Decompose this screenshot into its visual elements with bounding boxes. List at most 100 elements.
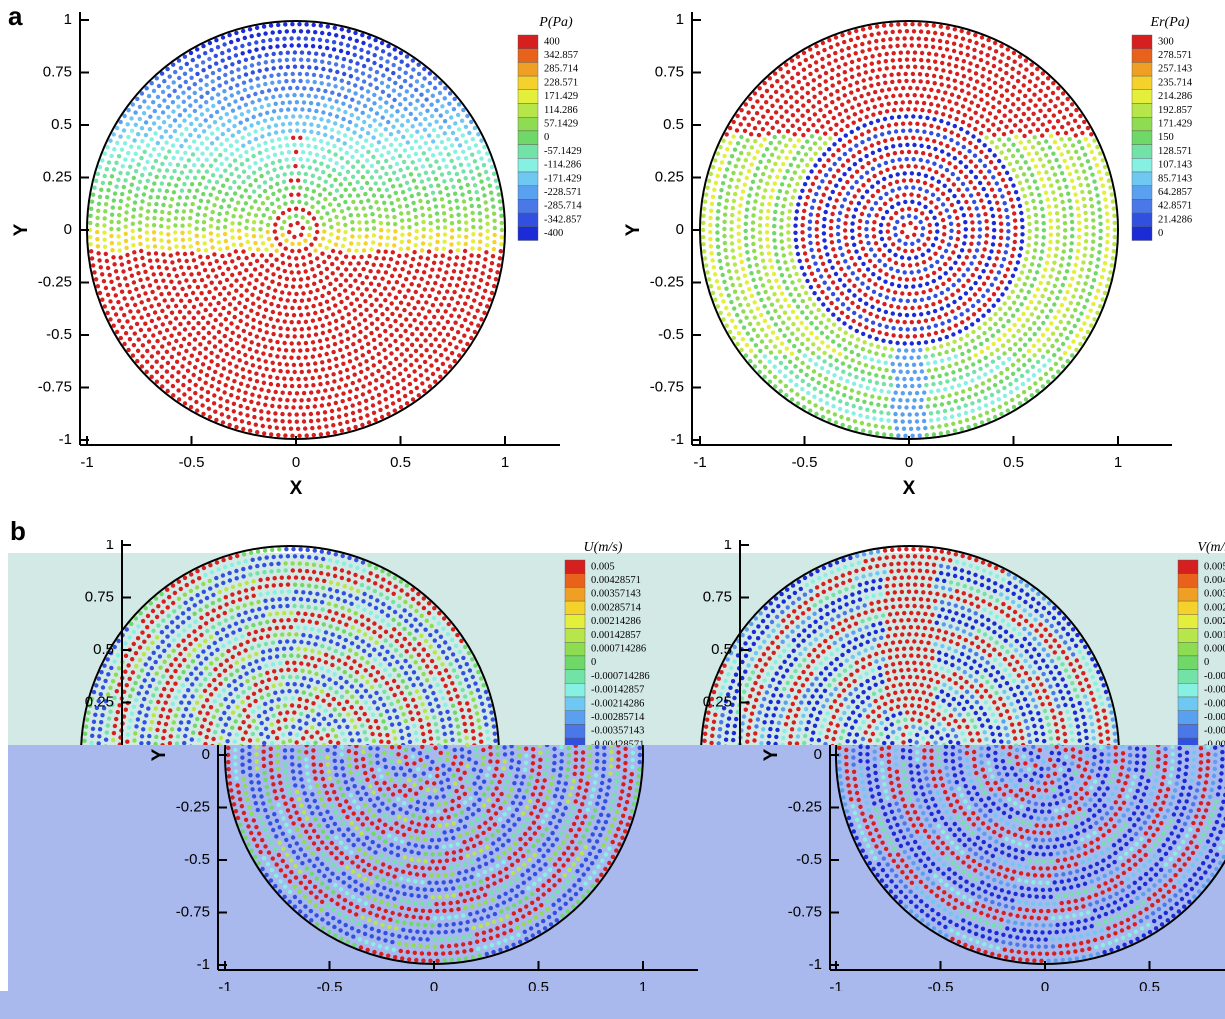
point: [220, 51, 224, 55]
point: [926, 248, 930, 252]
point: [288, 100, 292, 104]
point: [340, 86, 344, 90]
point: [347, 352, 351, 356]
point: [457, 314, 461, 318]
point: [380, 166, 384, 170]
point: [356, 286, 360, 290]
point: [196, 310, 200, 314]
point: [406, 288, 410, 292]
point: [1011, 183, 1015, 187]
point: [800, 342, 804, 346]
point: [871, 321, 875, 325]
point: [302, 262, 306, 266]
point: [201, 44, 205, 48]
point: [119, 199, 123, 203]
point: [975, 248, 979, 252]
point: [415, 99, 419, 103]
point: [953, 261, 957, 265]
point: [207, 366, 211, 370]
point: [407, 154, 411, 158]
point: [1012, 301, 1016, 305]
point: [380, 322, 384, 326]
point: [105, 311, 109, 315]
point: [1022, 83, 1026, 87]
point: [952, 283, 956, 287]
point: [472, 275, 476, 279]
point: [138, 180, 142, 184]
point: [455, 172, 459, 176]
point: [872, 234, 876, 238]
point: [1015, 174, 1019, 178]
point: [261, 337, 265, 341]
point: [869, 84, 873, 88]
point: [297, 434, 301, 438]
point: [207, 57, 211, 61]
point: [927, 94, 931, 98]
point: [891, 144, 895, 148]
point: [144, 120, 148, 124]
point: [255, 334, 259, 338]
point: [264, 248, 268, 252]
point: [399, 405, 403, 409]
point: [815, 129, 819, 133]
point: [460, 324, 464, 328]
point: [216, 127, 220, 131]
point: [255, 26, 259, 30]
point: [1076, 206, 1080, 210]
point: [321, 52, 325, 56]
point: [765, 181, 769, 185]
point: [987, 309, 991, 313]
point: [209, 48, 213, 52]
point: [943, 91, 947, 95]
point: [346, 160, 350, 164]
point: [946, 303, 950, 307]
point: [1049, 226, 1053, 230]
point: [299, 233, 303, 237]
point: [366, 131, 370, 135]
point: [1022, 264, 1026, 268]
point: [831, 292, 835, 296]
colorbar-label: 342.857: [544, 50, 578, 61]
point: [498, 256, 502, 260]
point: [471, 218, 475, 222]
point: [1027, 152, 1031, 156]
point: [1005, 171, 1009, 175]
point: [226, 267, 230, 271]
point: [292, 363, 296, 367]
point: [162, 336, 166, 340]
point: [819, 390, 823, 394]
point: [250, 340, 254, 344]
point: [744, 158, 748, 162]
point: [229, 144, 233, 148]
point: [395, 328, 399, 332]
point: [880, 286, 884, 290]
point: [768, 258, 772, 262]
point: [385, 243, 389, 247]
point: [1048, 211, 1052, 215]
point: [882, 253, 886, 257]
point: [1052, 125, 1056, 129]
point: [177, 352, 181, 356]
point: [1041, 355, 1045, 359]
point: [824, 210, 828, 214]
point: [240, 112, 244, 116]
point: [222, 198, 226, 202]
point: [171, 100, 175, 104]
point: [1016, 107, 1020, 111]
colorbar-label: 0: [544, 132, 549, 143]
point: [418, 122, 422, 126]
point: [932, 117, 936, 121]
point: [491, 205, 495, 209]
point: [820, 340, 824, 344]
point: [811, 342, 815, 346]
point: [752, 328, 756, 332]
point: [265, 293, 269, 297]
point: [805, 279, 809, 283]
point: [910, 341, 914, 345]
point: [1012, 247, 1016, 251]
point: [257, 305, 261, 309]
point: [115, 141, 119, 145]
point: [209, 164, 213, 168]
point: [790, 280, 794, 284]
point: [176, 202, 180, 206]
